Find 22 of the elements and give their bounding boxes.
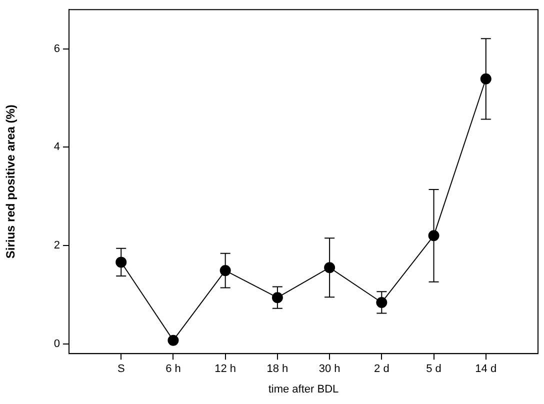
y-axis-title: Sirius red positive area (%) xyxy=(4,104,18,259)
point xyxy=(272,292,283,304)
point xyxy=(428,230,440,242)
y-tick-label: 4 xyxy=(54,141,60,154)
point xyxy=(116,256,127,268)
x-axis-title: time after BDL xyxy=(268,383,339,396)
x-tick-label: 14 d xyxy=(475,363,497,376)
x-tick-label: 5 d xyxy=(426,363,442,376)
y-tick-label: 0 xyxy=(54,338,60,350)
point xyxy=(324,262,336,274)
x-tick-label: 6 h xyxy=(166,363,181,376)
x-tick-label: S xyxy=(117,363,125,376)
x-tick-label: 12 h xyxy=(214,363,236,376)
y-tick-label: 6 xyxy=(54,42,60,55)
point xyxy=(376,296,388,308)
y-tick-label: 2 xyxy=(54,240,60,252)
point xyxy=(168,334,179,346)
x-tick-label: 18 h xyxy=(266,363,288,376)
x-tick-label: 2 d xyxy=(374,363,390,376)
point xyxy=(480,73,492,84)
point xyxy=(220,265,231,276)
x-tick-label: 30 h xyxy=(318,363,340,376)
